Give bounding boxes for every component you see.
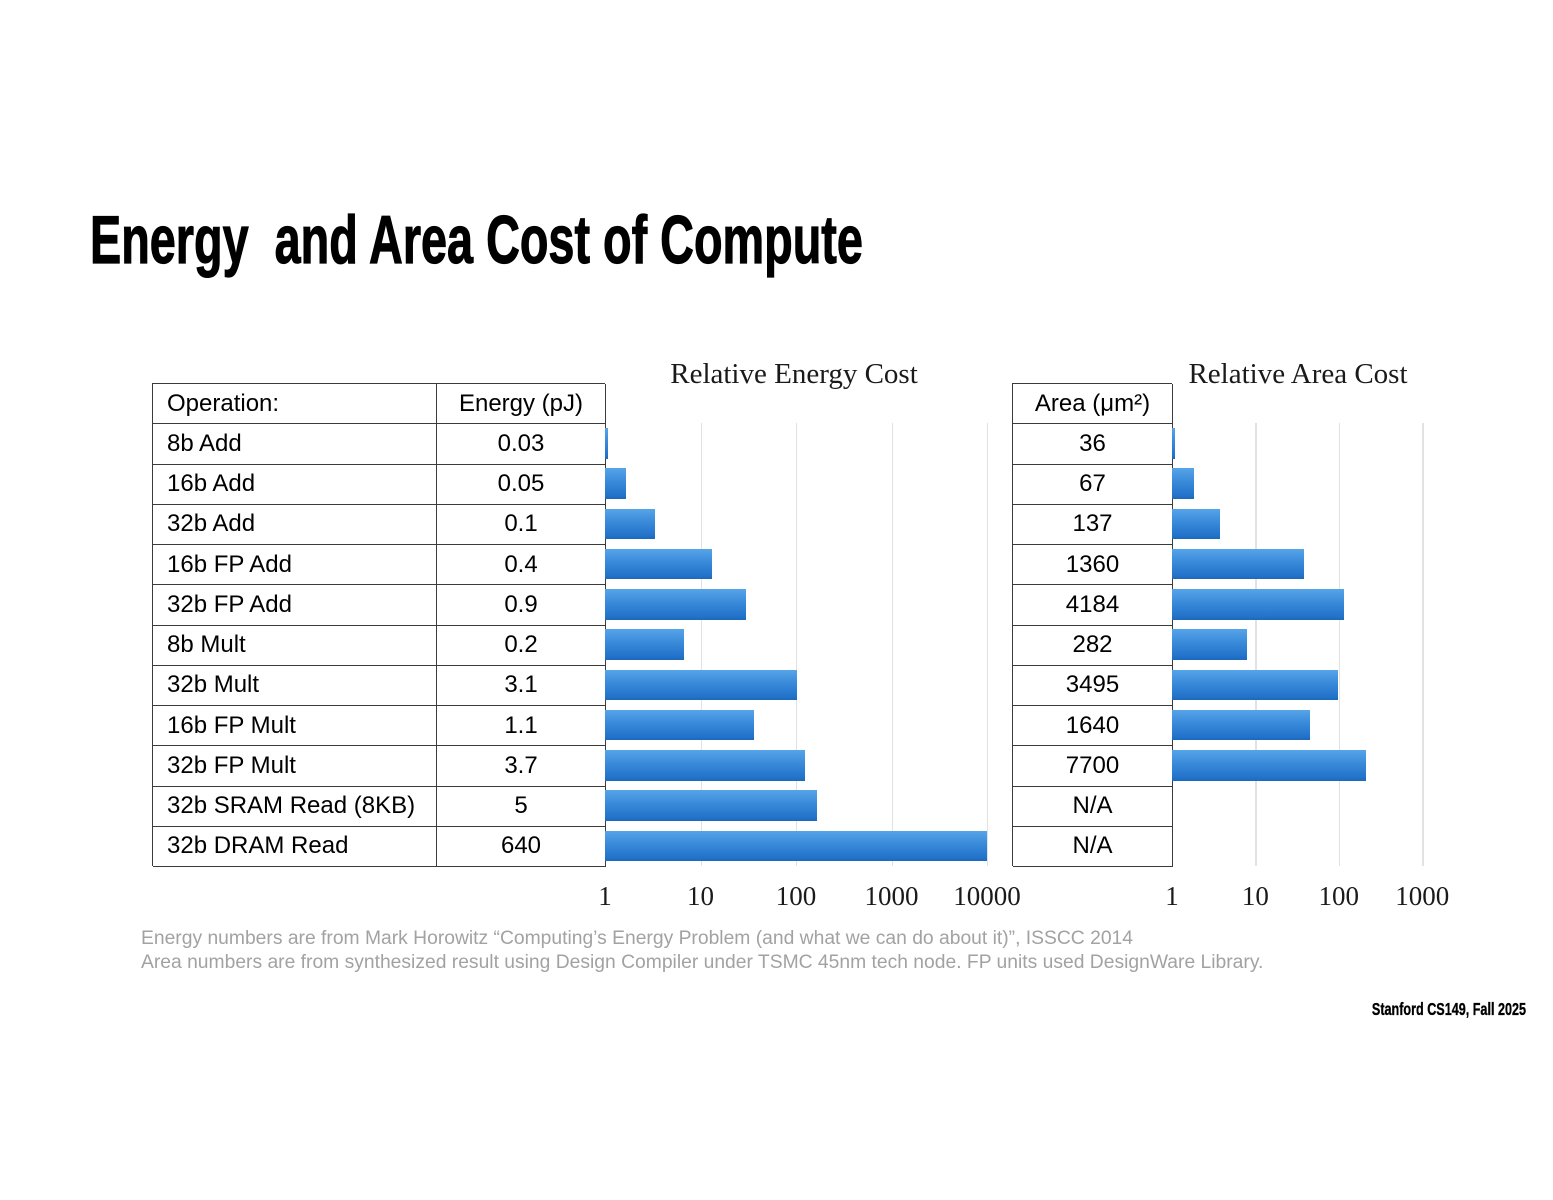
value-bar	[605, 830, 987, 862]
axis-tick-label: 1000	[1395, 881, 1450, 911]
table-cell: 4184	[1013, 585, 1173, 626]
chart-gridline	[1338, 423, 1341, 866]
value-bar	[1172, 669, 1338, 701]
table-header-cell: Area (μm²)	[1013, 384, 1173, 425]
table-cell: 1.1	[437, 706, 606, 747]
energy-table: Operation: Energy (pJ) 8b Add 0.03 16b Add 0.…	[152, 383, 606, 867]
table-cell: 137	[1013, 504, 1173, 545]
value-bar	[605, 790, 818, 821]
value-bar	[1172, 508, 1221, 540]
table-cell: 16b FP Add	[153, 545, 437, 586]
footnote-line-1: Energy numbers are from Mark Horowitz “C…	[141, 928, 1133, 949]
axis-tick-label: 100	[1318, 881, 1360, 911]
slide-footer: Stanford CS149, Fall 2025	[1312, 999, 1526, 1019]
table-cell: 0.1	[437, 504, 606, 545]
table-header-cell: Operation:	[153, 384, 437, 425]
value-bar	[605, 669, 798, 701]
value-bar	[605, 750, 805, 781]
value-bar	[1172, 428, 1175, 459]
table-cell: N/A	[1013, 786, 1173, 827]
table-cell: 0.05	[437, 464, 606, 505]
table-cell: 640	[437, 826, 606, 867]
slide-footer-text: Stanford CS149, Fall 2025	[1371, 999, 1526, 1019]
table-cell: 32b FP Add	[153, 585, 437, 626]
value-bar	[1172, 548, 1304, 580]
table-cell: 8b Mult	[153, 625, 437, 666]
energy-chart-title: Relative Energy Cost	[670, 358, 918, 390]
value-bar	[1172, 709, 1311, 741]
table-cell: 67	[1013, 464, 1173, 505]
source-footnote: Energy numbers are from Mark Horowitz “C…	[141, 927, 1263, 975]
value-bar	[605, 428, 608, 459]
table-cell: 0.2	[437, 625, 606, 666]
table-cell: 282	[1013, 625, 1173, 666]
value-bar	[605, 709, 755, 741]
value-bar	[605, 629, 684, 660]
table-cell: 32b Add	[153, 504, 437, 545]
table-header-cell: Energy (pJ)	[437, 384, 606, 425]
chart-gridline	[987, 423, 989, 866]
table-cell: 8b Add	[153, 424, 437, 465]
table-cell: 16b FP Mult	[153, 706, 437, 747]
table-cell: 0.4	[437, 545, 606, 586]
table-cell: 3.1	[437, 665, 606, 706]
axis-tick-label: 10000	[953, 881, 1021, 911]
table-cell: 1640	[1013, 706, 1173, 747]
table-cell: 7700	[1013, 746, 1173, 787]
chart-gridline	[700, 423, 702, 866]
table-cell: N/A	[1013, 826, 1173, 867]
table-cell: 3.7	[437, 746, 606, 787]
axis-tick-label: 1	[598, 881, 612, 911]
table-cell: 1360	[1013, 545, 1173, 586]
value-bar	[605, 468, 627, 499]
axis-tick-label: 1000	[864, 881, 919, 911]
axis-tick-label: 1	[1165, 881, 1179, 911]
value-bar	[1172, 629, 1247, 660]
chart-gridline	[891, 423, 893, 866]
table-cell: 0.9	[437, 585, 606, 626]
value-bar	[605, 548, 713, 580]
table-cell: 16b Add	[153, 464, 437, 505]
table-cell: 32b SRAM Read (8KB)	[153, 786, 437, 827]
value-bar	[1172, 750, 1367, 781]
value-bar	[605, 589, 747, 620]
chart-gridline	[1422, 423, 1424, 866]
table-cell: 0.03	[437, 424, 606, 465]
table-cell: 36	[1013, 424, 1173, 465]
value-bar	[1172, 468, 1195, 499]
area-chart-title: Relative Area Cost	[1188, 358, 1408, 390]
chart-gridline	[1255, 423, 1257, 866]
slide-title: Energy and Area Cost of Compute	[90, 202, 1213, 278]
axis-tick-label: 100	[775, 881, 817, 911]
value-bar	[605, 508, 655, 540]
table-cell: 32b FP Mult	[153, 746, 437, 787]
table-cell: 3495	[1013, 665, 1173, 706]
area-table: Area (μm²) 36 67 137 1360 4184 282 3495 1640 7700…	[1012, 383, 1173, 867]
table-cell: 5	[437, 786, 606, 827]
slide-title-text: Energy and Area Cost of Compute	[90, 202, 864, 278]
axis-tick-label: 10	[1241, 881, 1269, 911]
value-bar	[1172, 589, 1345, 620]
chart-gridline	[796, 423, 798, 866]
table-cell: 32b DRAM Read	[153, 826, 437, 867]
footnote-line-2: Area numbers are from synthesized result…	[141, 951, 1264, 973]
axis-tick-label: 10	[687, 881, 714, 911]
table-cell: 32b Mult	[153, 665, 437, 706]
